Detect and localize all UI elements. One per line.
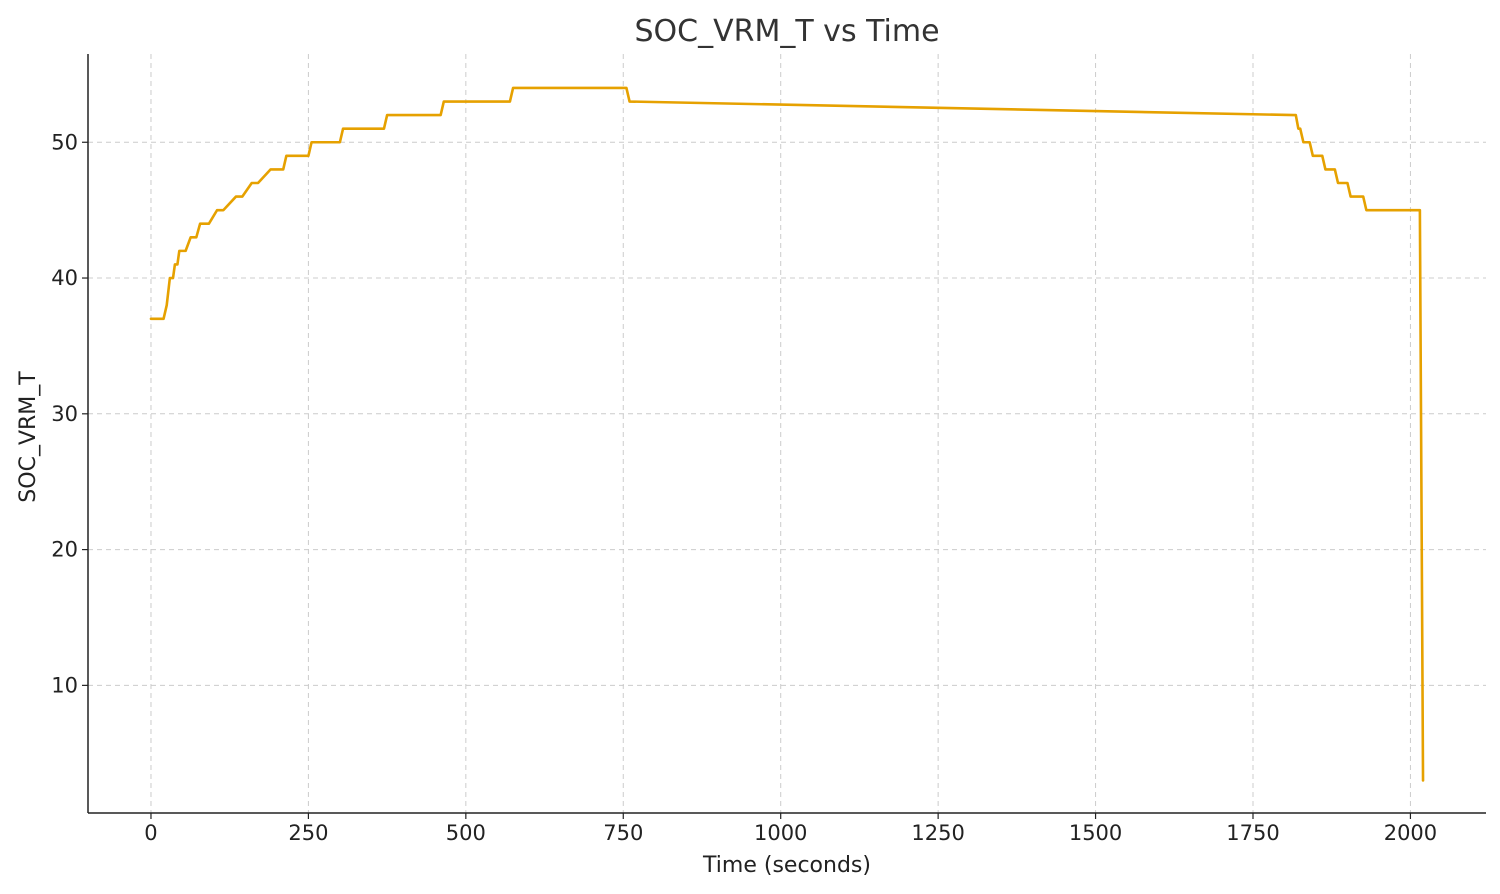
- y-tick-label: 10: [51, 673, 78, 697]
- y-tick-label: 50: [51, 130, 78, 154]
- y-tick-label: 30: [51, 402, 78, 426]
- x-tick-label: 1750: [1226, 821, 1279, 845]
- x-tick-label: 250: [288, 821, 328, 845]
- x-tick-label: 1250: [911, 821, 964, 845]
- series-layer: [149, 86, 1425, 782]
- y-axis-label: SOC_VRM_T: [16, 371, 41, 503]
- x-tick-label: 2000: [1384, 821, 1437, 845]
- chart-title: SOC_VRM_T vs Time: [634, 14, 939, 49]
- x-axis-label: Time (seconds): [702, 853, 871, 878]
- x-tick-label: 750: [603, 821, 643, 845]
- y-tick-label: 20: [51, 538, 78, 562]
- grid: [88, 54, 1486, 813]
- axes: [87, 54, 1486, 814]
- x-tick-label: 0: [144, 821, 157, 845]
- ticks: 0 250 500 750 1000 1250 1500 1750 2000 10 20 30 40 50: [51, 130, 1437, 845]
- x-tick-label: 1000: [754, 821, 807, 845]
- y-tick-label: 40: [51, 266, 78, 290]
- series-line: [149, 86, 1425, 782]
- x-tick-label: 1500: [1069, 821, 1122, 845]
- x-tick-label: 500: [446, 821, 486, 845]
